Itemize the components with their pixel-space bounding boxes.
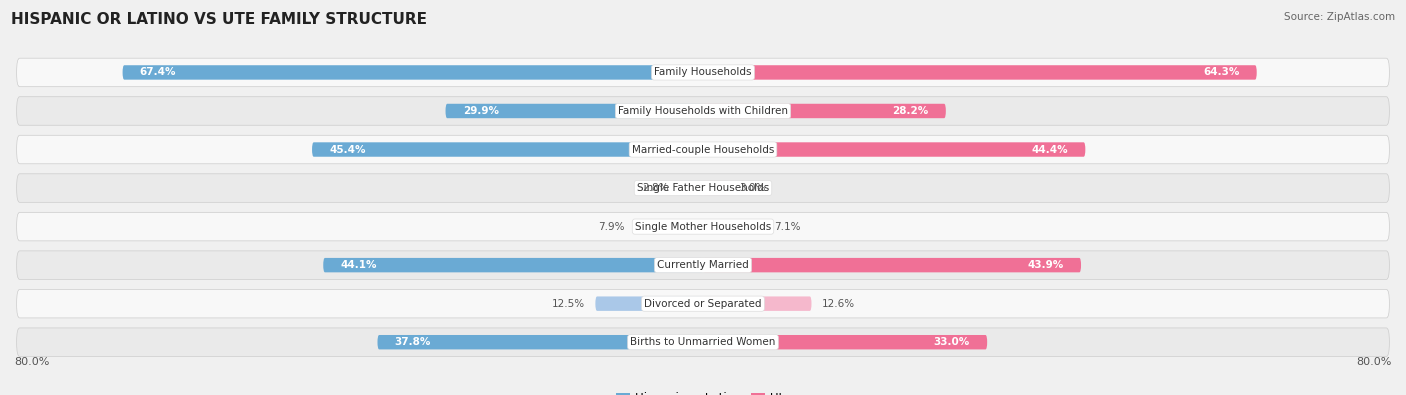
Text: 3.0%: 3.0%	[740, 183, 765, 193]
Text: 80.0%: 80.0%	[14, 357, 49, 367]
Text: 12.5%: 12.5%	[553, 299, 585, 308]
FancyBboxPatch shape	[703, 335, 987, 350]
FancyBboxPatch shape	[679, 181, 703, 195]
Text: Married-couple Households: Married-couple Households	[631, 145, 775, 154]
FancyBboxPatch shape	[703, 181, 728, 195]
Text: 7.9%: 7.9%	[598, 222, 624, 231]
FancyBboxPatch shape	[122, 65, 703, 80]
FancyBboxPatch shape	[703, 297, 811, 311]
FancyBboxPatch shape	[703, 142, 1085, 157]
FancyBboxPatch shape	[703, 104, 946, 118]
Legend: Hispanic or Latino, Ute: Hispanic or Latino, Ute	[616, 392, 790, 395]
Text: HISPANIC OR LATINO VS UTE FAMILY STRUCTURE: HISPANIC OR LATINO VS UTE FAMILY STRUCTU…	[11, 12, 427, 27]
Text: 29.9%: 29.9%	[463, 106, 499, 116]
Text: Single Father Households: Single Father Households	[637, 183, 769, 193]
FancyBboxPatch shape	[446, 104, 703, 118]
FancyBboxPatch shape	[17, 97, 1389, 125]
FancyBboxPatch shape	[703, 219, 763, 234]
Text: Source: ZipAtlas.com: Source: ZipAtlas.com	[1284, 12, 1395, 22]
FancyBboxPatch shape	[17, 135, 1389, 164]
FancyBboxPatch shape	[17, 251, 1389, 279]
Text: 28.2%: 28.2%	[893, 106, 928, 116]
FancyBboxPatch shape	[703, 65, 1257, 80]
FancyBboxPatch shape	[636, 219, 703, 234]
Text: 67.4%: 67.4%	[139, 68, 176, 77]
Text: 64.3%: 64.3%	[1204, 68, 1240, 77]
FancyBboxPatch shape	[595, 297, 703, 311]
FancyBboxPatch shape	[17, 58, 1389, 87]
Text: 12.6%: 12.6%	[823, 299, 855, 308]
Text: 80.0%: 80.0%	[1357, 357, 1392, 367]
Text: Births to Unmarried Women: Births to Unmarried Women	[630, 337, 776, 347]
Text: 7.1%: 7.1%	[775, 222, 801, 231]
Text: Family Households: Family Households	[654, 68, 752, 77]
Text: 37.8%: 37.8%	[395, 337, 432, 347]
Text: 44.4%: 44.4%	[1032, 145, 1069, 154]
Text: 2.8%: 2.8%	[643, 183, 669, 193]
FancyBboxPatch shape	[377, 335, 703, 350]
Text: 45.4%: 45.4%	[329, 145, 366, 154]
Text: Single Mother Households: Single Mother Households	[636, 222, 770, 231]
FancyBboxPatch shape	[17, 213, 1389, 241]
Text: 33.0%: 33.0%	[934, 337, 970, 347]
FancyBboxPatch shape	[17, 290, 1389, 318]
FancyBboxPatch shape	[312, 142, 703, 157]
Text: Divorced or Separated: Divorced or Separated	[644, 299, 762, 308]
FancyBboxPatch shape	[703, 258, 1081, 272]
Text: Family Households with Children: Family Households with Children	[619, 106, 787, 116]
Text: Currently Married: Currently Married	[657, 260, 749, 270]
FancyBboxPatch shape	[17, 174, 1389, 202]
FancyBboxPatch shape	[323, 258, 703, 272]
FancyBboxPatch shape	[17, 328, 1389, 356]
Text: 43.9%: 43.9%	[1028, 260, 1064, 270]
Text: 44.1%: 44.1%	[340, 260, 377, 270]
